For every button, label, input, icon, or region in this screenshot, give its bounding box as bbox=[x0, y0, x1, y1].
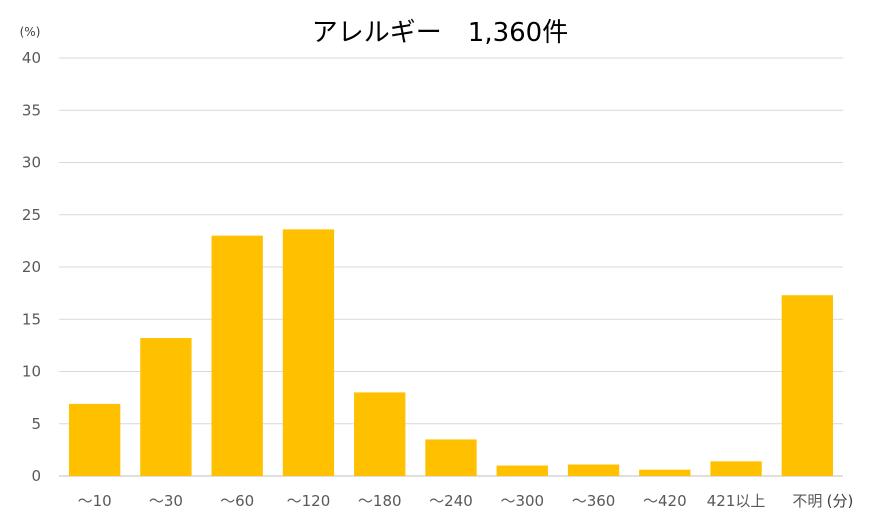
y-tick-label: 15 bbox=[22, 310, 41, 328]
y-tick-label: 40 bbox=[22, 49, 41, 67]
x-tick-label: 421以上 bbox=[707, 492, 766, 510]
bar bbox=[140, 338, 192, 476]
bar bbox=[567, 464, 620, 476]
bar bbox=[710, 461, 762, 476]
x-tick-label: ～300 bbox=[500, 492, 544, 510]
y-tick-label: 0 bbox=[31, 467, 41, 485]
y-tick-label: 10 bbox=[22, 363, 41, 381]
bar bbox=[496, 465, 548, 476]
x-tick-label: 不明 bbox=[792, 492, 822, 510]
bar bbox=[211, 235, 263, 476]
x-tick-label: ～120 bbox=[287, 492, 331, 510]
y-tick-label: 30 bbox=[22, 154, 41, 172]
x-tick-label: ～60 bbox=[220, 492, 254, 510]
bar bbox=[639, 469, 691, 476]
x-tick-label: ～30 bbox=[149, 492, 183, 510]
x-tick-label: ～420 bbox=[643, 492, 687, 510]
bar bbox=[781, 295, 834, 476]
bar bbox=[354, 392, 406, 476]
x-axis-unit-label: (分) bbox=[827, 492, 854, 510]
x-tick-label: ～10 bbox=[78, 492, 112, 510]
bars bbox=[68, 229, 834, 476]
x-tick-label: ～240 bbox=[429, 492, 473, 510]
bar bbox=[68, 403, 121, 476]
x-tick-label: ～360 bbox=[572, 492, 616, 510]
x-axis-ticks: ～10 ～30 ～60 ～120 ～180 ～240 ～300 ～360 ～420 421以上 不明 bbox=[78, 492, 823, 510]
x-tick-label: ～180 bbox=[358, 492, 402, 510]
y-axis-unit-label: (%) bbox=[20, 25, 41, 39]
y-tick-label: 25 bbox=[22, 206, 41, 224]
chart-title: アレルギー 1,360件 bbox=[312, 18, 568, 48]
y-tick-label: 5 bbox=[31, 415, 41, 433]
y-tick-label: 20 bbox=[22, 258, 41, 276]
y-tick-label: 35 bbox=[22, 101, 41, 119]
bar bbox=[425, 439, 477, 476]
y-axis-ticks: 0 5 10 15 20 25 30 35 40 bbox=[22, 49, 41, 485]
bar bbox=[282, 229, 335, 476]
